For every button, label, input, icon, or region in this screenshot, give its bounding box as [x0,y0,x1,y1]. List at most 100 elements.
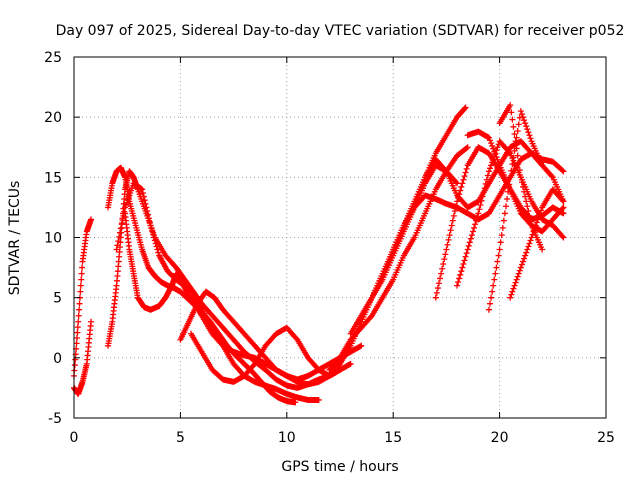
data-point [560,198,567,205]
data-point [449,217,456,224]
data-point [77,288,84,295]
data-point [73,340,80,347]
y-tick-label: 0 [53,351,62,367]
data-point [292,399,299,406]
data-point [490,145,497,152]
data-point [485,168,492,175]
data-point [527,217,534,224]
data-point [481,185,488,192]
data-point [524,203,531,210]
data-point [470,228,476,235]
data-point [525,208,532,215]
data-point [490,282,497,289]
data-point [467,235,474,242]
series-track-10 [326,144,471,373]
data-point [517,108,524,115]
data-point [114,242,121,249]
data-point [518,111,525,118]
data-point [491,276,498,283]
data-point [483,176,490,183]
data-point [521,255,528,262]
data-point [461,257,468,264]
data-point [492,151,499,158]
data-point [146,218,153,225]
data-point [517,174,524,181]
data-point [560,210,567,217]
data-point [465,242,472,249]
data-point [559,205,566,212]
data-point [488,294,495,301]
data-point [149,228,156,235]
data-point [435,280,442,287]
data-point [516,267,523,274]
data-point [78,276,85,283]
data-point [559,197,566,204]
x-tick-label: 10 [278,430,296,446]
data-point [493,153,500,160]
data-point [523,249,530,256]
data-point [454,180,461,187]
data-point [335,362,342,369]
data-point [533,219,540,226]
y-axis-label: SDTVAR / TECUs [7,181,23,296]
x-tick-label: 15 [384,430,402,446]
data-point [507,102,514,109]
data-point [515,159,522,166]
data-point [539,162,546,169]
data-point [335,356,342,363]
data-point [491,148,498,155]
data-point [446,232,453,239]
series-layer [71,102,567,406]
data-point [432,294,439,301]
data-point [474,214,481,221]
data-point [524,246,531,253]
data-point [525,243,532,250]
y-tick-label: 10 [44,231,62,247]
data-point [517,264,524,271]
data-point [116,233,123,240]
y-tick-label: 25 [44,50,62,66]
data-point [487,165,494,172]
data-point [492,270,499,277]
data-point [337,366,343,373]
data-point [477,202,484,209]
data-point [494,144,501,151]
data-point [76,306,83,313]
data-point [484,172,491,179]
data-point [534,216,541,223]
y-tick-label: 20 [44,110,62,126]
data-point [440,260,447,267]
data-point [509,161,516,168]
axis-ticks: 0 5 10 15 20 25 -5 0 5 10 15 20 25 [44,50,615,446]
data-point [529,231,536,238]
data-point [452,203,459,210]
data-point [151,234,158,241]
data-point [485,134,492,141]
data-point [452,179,459,186]
data-point [488,162,495,169]
data-point [461,105,468,112]
data-point [77,282,84,289]
data-point [525,129,532,136]
data-point [456,191,463,198]
data-point [560,168,567,175]
data-point [560,204,567,211]
data-point [507,174,514,181]
data-point [512,279,519,286]
data-point [504,195,511,202]
data-point [498,232,505,239]
x-tick-label: 20 [491,430,509,446]
data-point [493,264,500,271]
data-point [518,261,525,268]
data-point [497,239,504,246]
data-point [478,197,485,204]
data-point [448,222,455,229]
data-point [140,193,147,200]
data-point [462,253,469,260]
data-point [530,228,537,235]
data-point [487,137,494,144]
data-point [74,329,81,336]
data-point [293,335,300,342]
data-point [471,224,478,231]
data-point [148,225,155,232]
